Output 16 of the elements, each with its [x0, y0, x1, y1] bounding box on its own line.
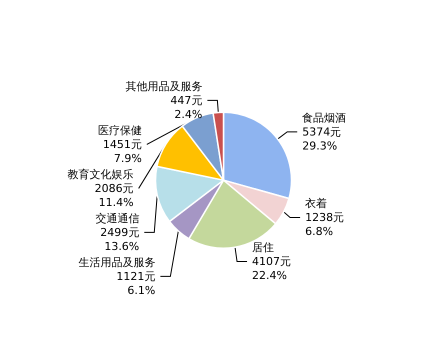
slice-label: 交通通信	[95, 212, 140, 225]
slice-label: 衣着	[305, 196, 328, 210]
slice-label: 教育文化娱乐	[68, 168, 134, 181]
slice-label: 食品烟酒	[302, 111, 346, 124]
data-label: 5374元 29.3%	[302, 125, 342, 152]
data-label: 2499元 13.6%	[100, 226, 140, 253]
slice-label: 医疗保健	[98, 124, 142, 137]
data-label: 2086元 11.4%	[94, 182, 134, 209]
slice-label: 生活用品及服务	[78, 256, 156, 269]
data-label: 1121元 6.1%	[116, 270, 156, 297]
slice-label: 居住	[252, 240, 274, 254]
slice-label: 其他用品及服务	[125, 80, 202, 93]
data-label: 4107元 22.4%	[252, 254, 292, 282]
data-label: 1451元 7.9%	[102, 138, 142, 165]
data-label: 447元 2.4%	[170, 94, 202, 121]
data-label: 1238元 6.8%	[305, 210, 344, 238]
